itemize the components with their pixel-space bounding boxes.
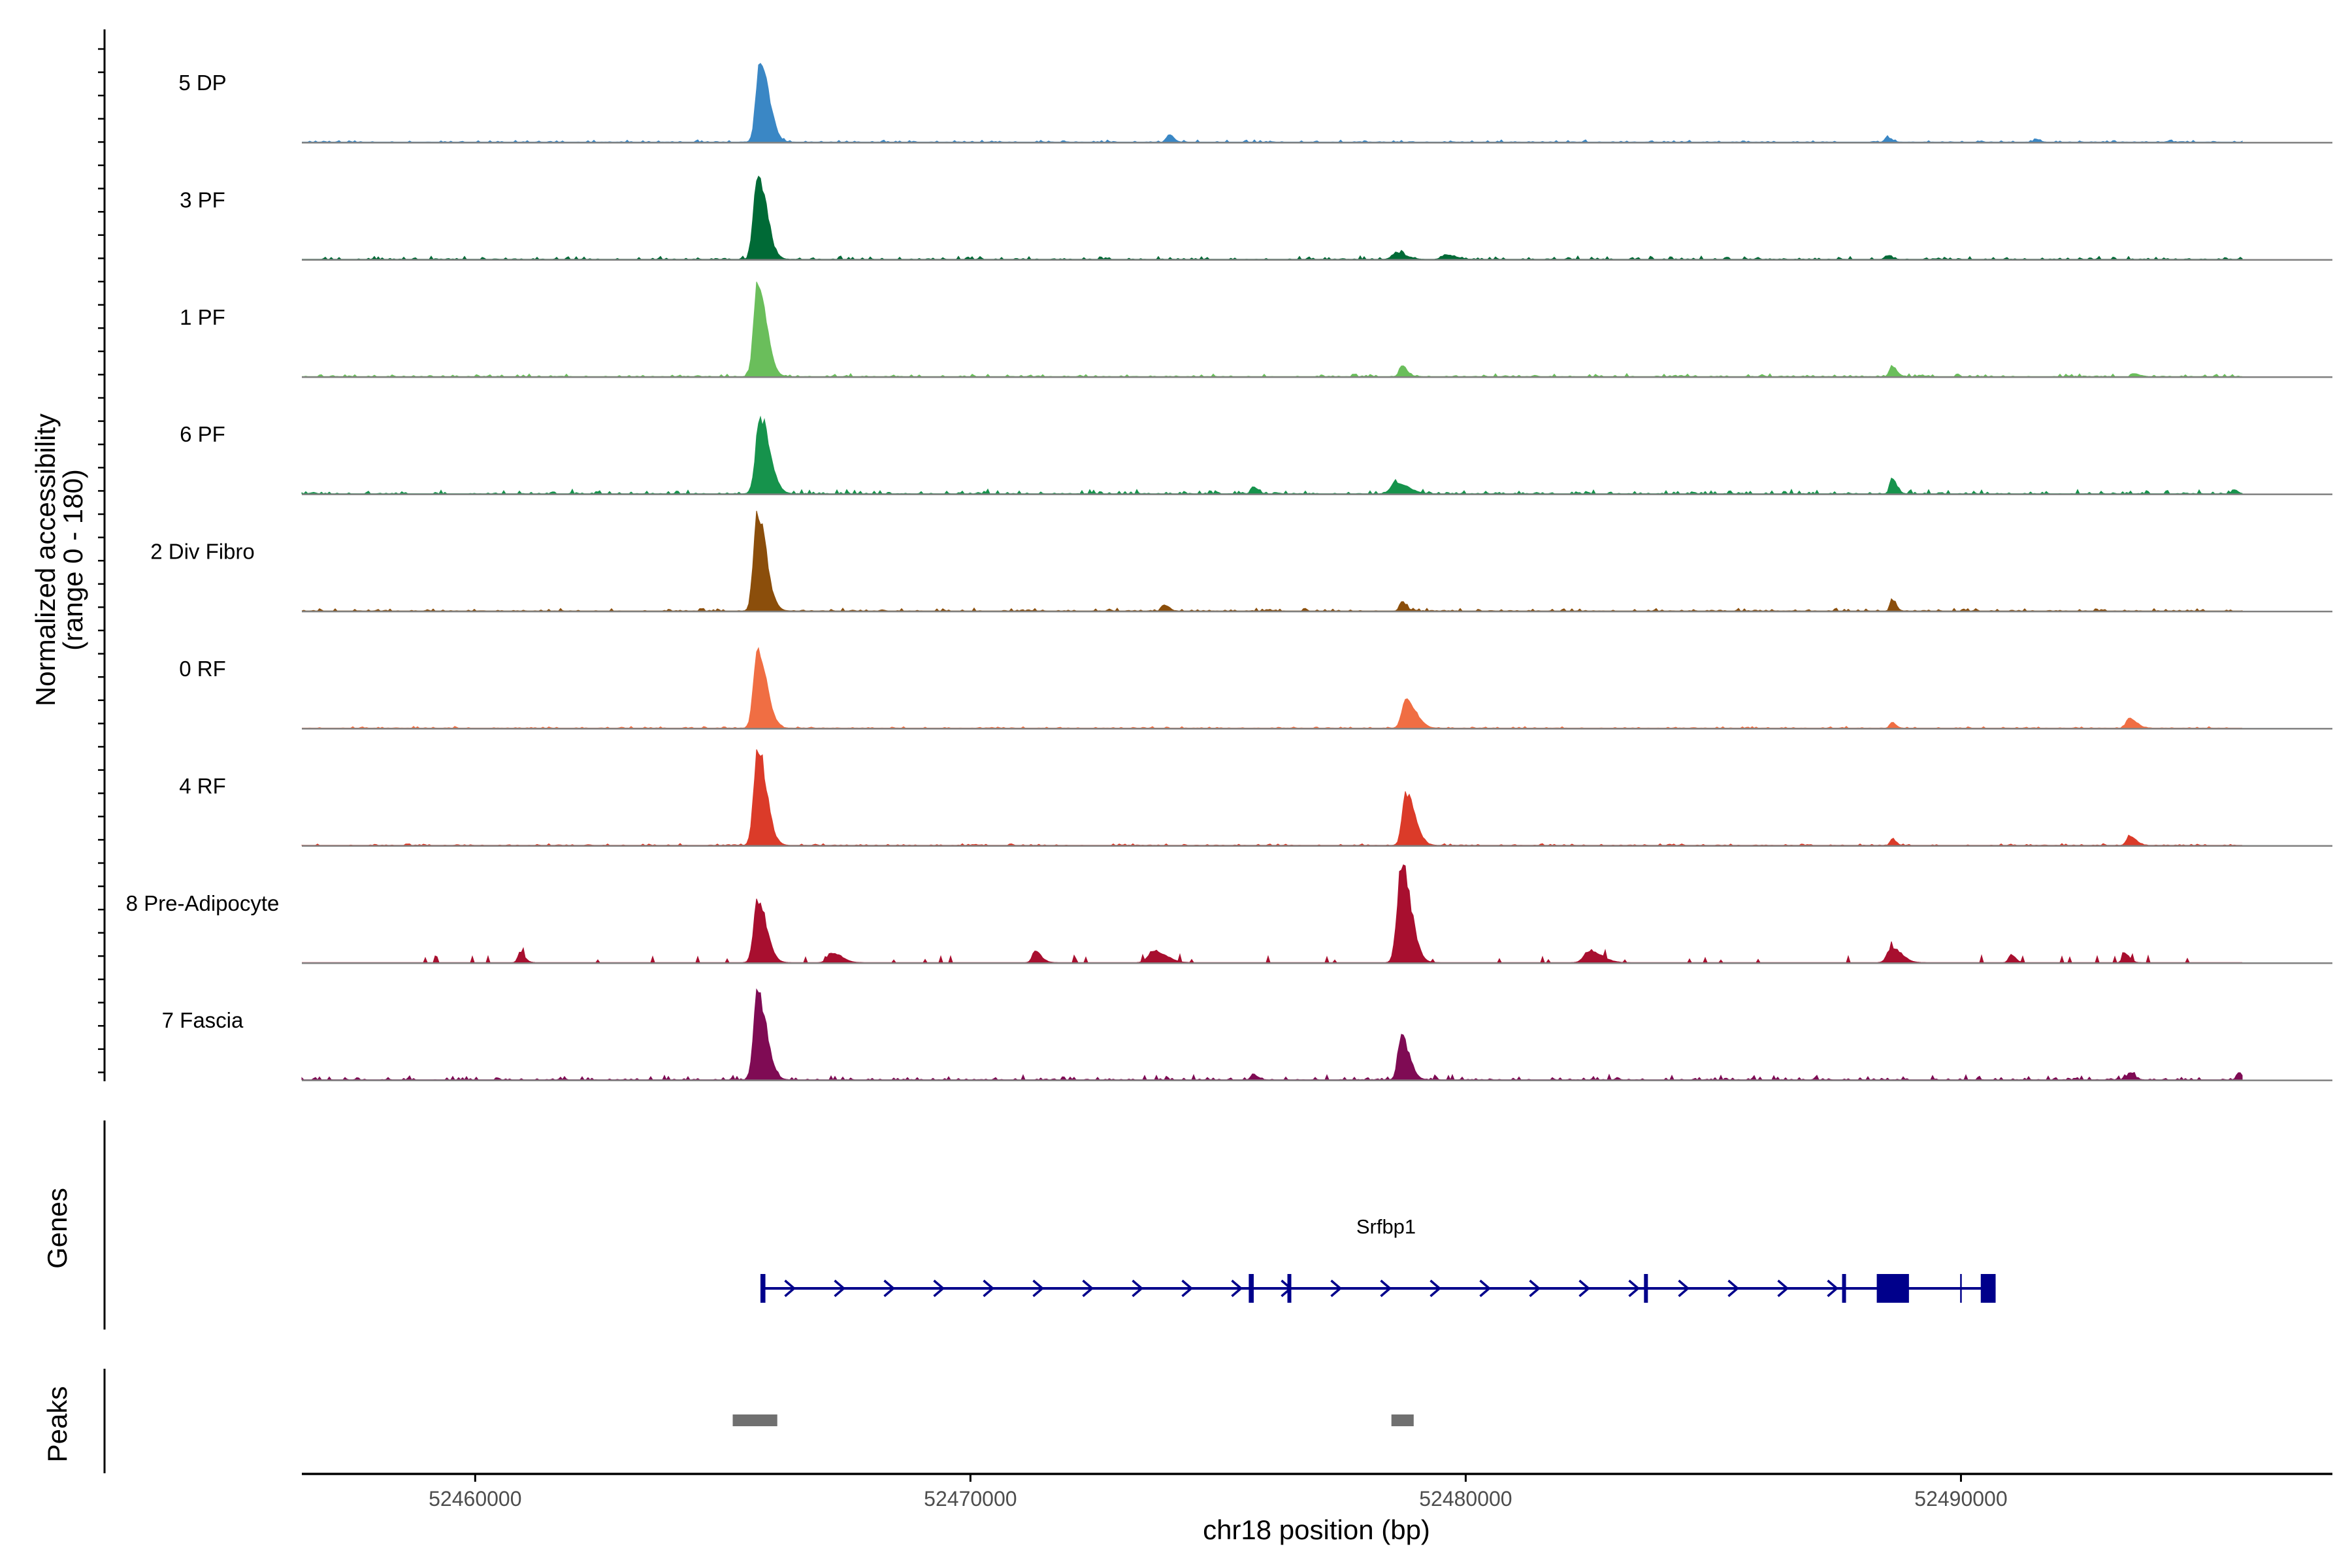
- track-label: 6 PF: [180, 422, 225, 446]
- strand-arrow: [1181, 1279, 1194, 1298]
- track-label: 8 Pre-Adipocyte: [126, 891, 280, 915]
- gene-name-label: Srfbp1: [1356, 1215, 1416, 1238]
- track-0-rf: 0 RF: [179, 647, 2332, 730]
- strand-arrow: [1727, 1279, 1740, 1298]
- strand-arrow: [933, 1279, 945, 1298]
- coverage-tracks: 5 DP 3 PF 1 PF 6 PF 2 Div Fibro 0 RF 4 RF 8 Pre…: [126, 63, 2332, 1081]
- track-7-fascia: 7 Fascia: [162, 988, 2332, 1081]
- coverage-area: [302, 282, 2242, 377]
- peak-region: [1391, 1414, 1414, 1426]
- peak-region: [732, 1414, 777, 1426]
- strand-arrow: [1231, 1279, 1243, 1298]
- coverage-area: [302, 647, 2242, 729]
- track-1-pf: 1 PF: [180, 282, 2332, 378]
- exon: [1876, 1274, 1909, 1303]
- strand-arrow: [1578, 1279, 1591, 1298]
- x-tick-label: 52490000: [1914, 1487, 2007, 1511]
- exon: [760, 1274, 766, 1303]
- strand-arrow: [1082, 1279, 1094, 1298]
- exon: [1249, 1274, 1254, 1303]
- x-tick-label: 52480000: [1419, 1487, 1512, 1511]
- strand-arrow: [1429, 1279, 1442, 1298]
- genes-track-title: Genes: [42, 1188, 73, 1269]
- utr-block: [1980, 1274, 1996, 1303]
- track-label: 0 RF: [179, 657, 226, 681]
- strand-arrow: [834, 1279, 846, 1298]
- coverage-area: [301, 988, 2243, 1081]
- exon: [1644, 1274, 1648, 1303]
- strand-arrow: [983, 1279, 995, 1298]
- peaks-track-title: Peaks: [42, 1386, 73, 1463]
- exon: [1287, 1274, 1292, 1303]
- strand-arrow: [1032, 1279, 1045, 1298]
- x-axis: 52460000 52470000 52480000 52490000: [302, 1473, 2332, 1511]
- strand-arrow: [1678, 1279, 1690, 1298]
- track-8-pre-adipocyte: 8 Pre-Adipocyte: [126, 864, 2332, 964]
- track-label: 7 Fascia: [162, 1008, 244, 1032]
- coverage-area: [301, 510, 2243, 612]
- strand-arrow: [1330, 1279, 1343, 1298]
- track-2-div-fibro: 2 Div Fibro: [150, 510, 2332, 613]
- strand-arrow: [1529, 1279, 1541, 1298]
- strand-arrow: [1777, 1279, 1789, 1298]
- strand-arrow: [1628, 1279, 1641, 1298]
- strand-arrow: [784, 1279, 796, 1298]
- track-label: 5 DP: [178, 71, 226, 95]
- left-axes: [98, 29, 106, 1473]
- coverage-area: [301, 749, 2242, 846]
- peaks-track: [732, 1414, 1414, 1426]
- track-6-pf: 6 PF: [180, 415, 2332, 495]
- x-tick-label: 52460000: [429, 1487, 521, 1511]
- coverage-area: [302, 864, 2242, 963]
- track-3-pf: 3 PF: [180, 175, 2332, 261]
- track-label: 4 RF: [179, 774, 226, 798]
- strand-arrow: [1132, 1279, 1144, 1298]
- strand-arrow: [1479, 1279, 1492, 1298]
- track-label: 2 Div Fibro: [150, 540, 255, 564]
- gene-srfbp1: Srfbp1: [760, 1215, 1996, 1303]
- y-axis-range: (range 0 - 180): [57, 469, 88, 651]
- gene-track: Srfbp1: [760, 1215, 1996, 1303]
- track-5-dp: 5 DP: [178, 63, 2332, 144]
- coverage-area: [302, 175, 2243, 260]
- coverage-area: [302, 63, 2243, 143]
- strand-arrow: [1380, 1279, 1392, 1298]
- x-axis-title: chr18 position (bp): [1203, 1514, 1430, 1545]
- coverage-area: [301, 415, 2243, 495]
- y-axis-title: Normalized accessibility: [30, 414, 61, 706]
- strand-arrow: [883, 1279, 896, 1298]
- exon: [1842, 1274, 1846, 1303]
- track-4-rf: 4 RF: [179, 749, 2332, 847]
- track-label: 3 PF: [180, 188, 225, 212]
- track-label: 1 PF: [180, 305, 225, 329]
- x-tick-label: 52470000: [924, 1487, 1017, 1511]
- strand-arrow: [1827, 1279, 1839, 1298]
